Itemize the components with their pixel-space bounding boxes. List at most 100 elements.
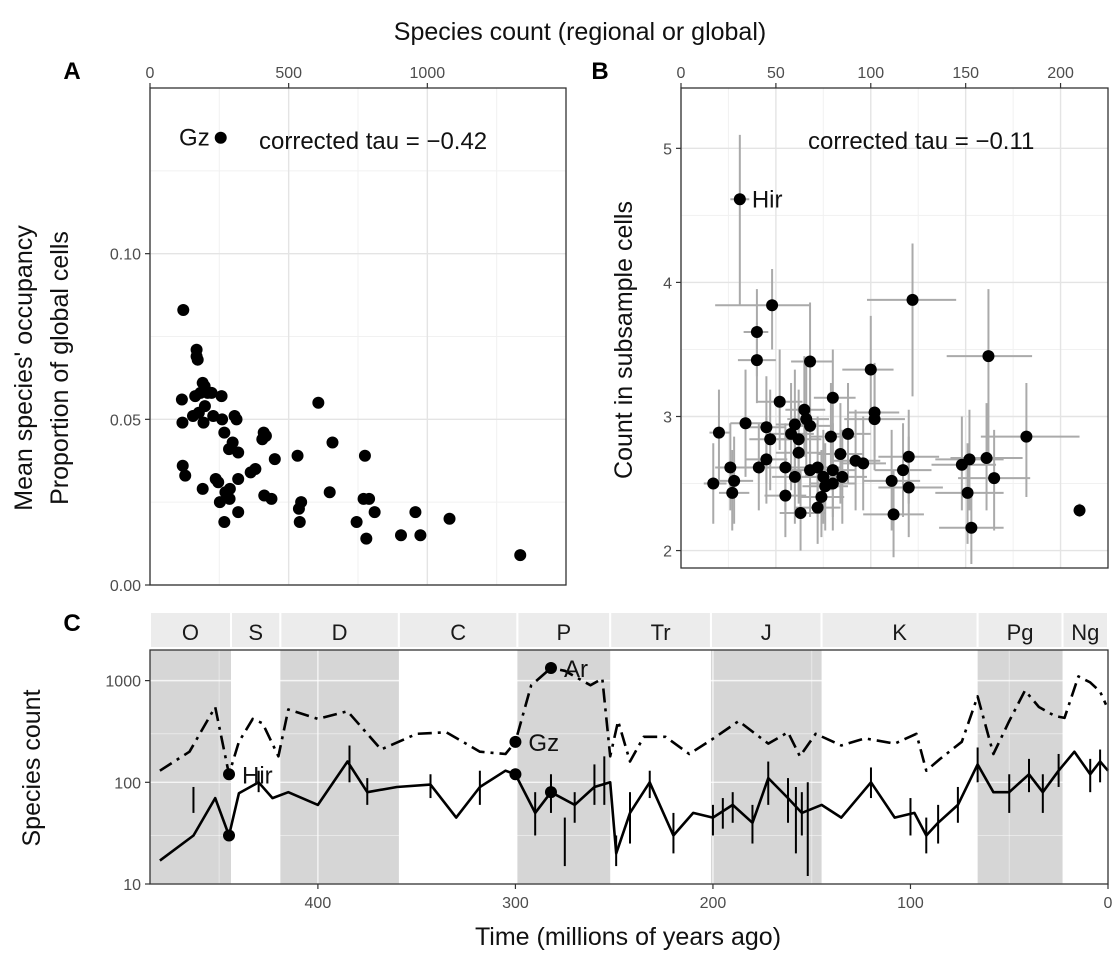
period-strip-cell xyxy=(1061,611,1110,649)
data-point xyxy=(857,457,870,470)
data-point xyxy=(360,532,373,545)
data-point xyxy=(514,549,527,562)
data-point xyxy=(752,461,765,474)
x-tick-label: 200 xyxy=(1047,65,1074,82)
period-strip-cell xyxy=(516,611,612,649)
y-tick-label: 0.05 xyxy=(110,412,141,429)
x-tick-label: 100 xyxy=(857,65,884,82)
highlight-point xyxy=(544,786,557,799)
data-point xyxy=(197,416,210,429)
period-label: J xyxy=(761,620,772,645)
data-point xyxy=(836,470,849,483)
data-point xyxy=(815,490,828,503)
data-point xyxy=(232,472,245,485)
data-point xyxy=(215,390,228,403)
highlight-point xyxy=(544,662,557,675)
data-point xyxy=(902,450,915,463)
highlight-point xyxy=(223,768,236,781)
panel-b: Hir 0 50 100 150 200 2 3 4 5 xyxy=(663,65,1109,569)
data-point xyxy=(788,470,801,483)
period-label: O xyxy=(182,620,199,645)
data-point xyxy=(842,427,855,440)
y-tick-label: 100 xyxy=(114,775,141,792)
data-point xyxy=(443,512,456,525)
x-tick-label: 0 xyxy=(677,65,686,82)
panel-b-letter: B xyxy=(591,58,608,85)
panel-c-ylabel: Species count xyxy=(18,689,46,846)
panel-a-letter: A xyxy=(63,58,80,85)
panel-c-xlabel: Time (millions of years ago) xyxy=(475,923,781,951)
x-tick-label: 400 xyxy=(305,895,332,912)
data-point xyxy=(232,446,245,459)
y-tick-label: 5 xyxy=(663,141,672,158)
data-point xyxy=(265,492,278,505)
point-label: Gz xyxy=(528,730,559,757)
data-point xyxy=(196,482,209,495)
data-point xyxy=(798,403,811,416)
data-point xyxy=(906,293,919,306)
data-point xyxy=(368,506,381,519)
y-tick-label: 10 xyxy=(123,877,141,894)
data-point xyxy=(268,453,281,466)
y-tick-label: 1000 xyxy=(105,674,141,691)
data-point xyxy=(804,355,817,368)
data-point xyxy=(902,481,915,494)
data-point xyxy=(176,459,189,472)
x-tick-label: 500 xyxy=(275,65,302,82)
data-point xyxy=(764,433,777,446)
data-point xyxy=(817,470,830,483)
data-point xyxy=(291,449,304,462)
data-point xyxy=(218,426,231,439)
data-point xyxy=(223,492,236,505)
data-point xyxy=(179,469,192,482)
data-point xyxy=(965,521,978,534)
data-point xyxy=(293,516,306,529)
data-point xyxy=(707,477,720,490)
highlight-point xyxy=(509,768,522,781)
data-point xyxy=(760,421,773,434)
data-point xyxy=(804,419,817,432)
x-tick-label: 100 xyxy=(897,895,924,912)
data-point xyxy=(350,516,363,529)
point-label: Gz xyxy=(179,125,210,152)
data-point xyxy=(394,529,407,542)
data-point xyxy=(961,486,974,499)
data-point xyxy=(214,131,227,144)
data-point xyxy=(826,477,839,490)
data-point xyxy=(728,474,741,487)
period-strip-cell xyxy=(229,611,282,649)
highlight-point xyxy=(223,829,236,842)
period-label: Pg xyxy=(1007,620,1034,645)
data-point xyxy=(213,496,226,509)
data-point xyxy=(982,350,995,363)
panel-b-ylabel: Count in subsample cells xyxy=(610,201,638,479)
panel-a-ylabel-line1: Mean species' occupancy xyxy=(10,225,38,511)
point-label: Ar xyxy=(564,656,588,683)
y-tick-label: 4 xyxy=(663,275,672,292)
data-point xyxy=(794,507,807,520)
plot-frame xyxy=(149,87,567,586)
data-point xyxy=(226,436,239,449)
data-point xyxy=(779,461,792,474)
data-point xyxy=(792,446,805,459)
period-label: D xyxy=(332,620,348,645)
data-point xyxy=(864,363,877,376)
data-point xyxy=(887,508,900,521)
y-tick-label: 0.10 xyxy=(110,247,141,264)
panel-a-ylabel-line2: Proportion of global cells xyxy=(46,231,74,505)
plot-frame xyxy=(680,87,1109,569)
y-tick-label: 2 xyxy=(663,544,672,561)
panel-a-tau-annotation: corrected tau = −0.42 xyxy=(259,128,487,155)
data-point xyxy=(779,489,792,502)
period-shading xyxy=(710,650,822,884)
y-tick-label: 3 xyxy=(663,409,672,426)
data-point xyxy=(223,482,236,495)
data-point xyxy=(788,418,801,431)
data-point xyxy=(218,516,231,529)
x-tick-label: 300 xyxy=(502,895,529,912)
panel-b-tau-annotation: corrected tau = −0.11 xyxy=(808,128,1034,155)
data-point xyxy=(724,461,737,474)
data-point xyxy=(811,461,824,474)
series-line-solid xyxy=(159,750,1109,862)
